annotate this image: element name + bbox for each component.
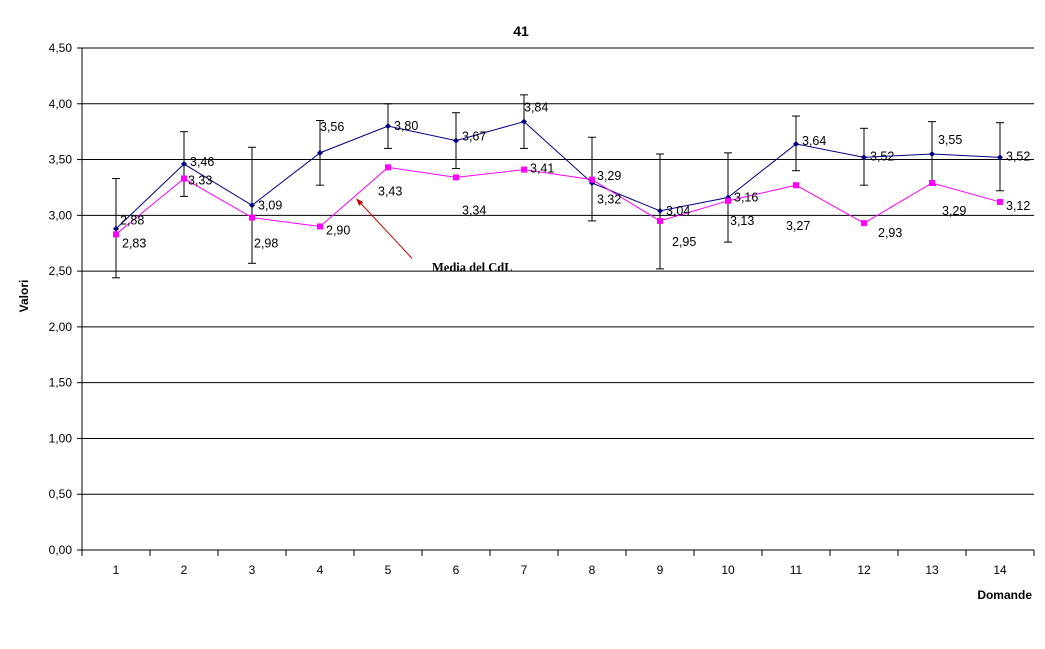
annotation-arrowhead <box>356 198 364 206</box>
series-2-data-label: 3,12 <box>1006 199 1030 213</box>
series-2-point <box>249 214 255 221</box>
series-2-point <box>793 182 799 189</box>
x-tick-label: 12 <box>857 563 871 577</box>
series-2-point <box>589 176 595 183</box>
series-1-data-label: 3,09 <box>258 198 282 212</box>
series-2-data-label: 3,13 <box>730 214 754 228</box>
series-1-point <box>657 207 663 214</box>
annotation-label: Media del CdL <box>432 260 513 274</box>
x-axis-label: Domande <box>977 588 1032 602</box>
series-2-data-label: 2,83 <box>122 236 146 250</box>
series-2-point <box>181 175 187 182</box>
series-1-point <box>317 149 323 156</box>
series-2-data-label: 3,41 <box>530 162 554 176</box>
annotation: Media del CdL <box>356 198 513 274</box>
series-1-point <box>385 123 391 130</box>
series-1-data-label: 3,80 <box>394 119 418 133</box>
series-2-point <box>385 164 391 171</box>
x-tick-label: 1 <box>113 563 120 577</box>
series-1-data-label: 3,55 <box>938 133 962 147</box>
series-markers <box>113 118 1003 238</box>
x-tick-label: 10 <box>721 563 735 577</box>
y-tick-label: 3,00 <box>49 208 73 222</box>
gridlines <box>82 47 1034 495</box>
x-tick-label: 4 <box>317 563 324 577</box>
series-2-point <box>521 166 527 173</box>
y-tick-label: 0,50 <box>49 487 73 501</box>
series-line-2 <box>115 166 1001 235</box>
series-2-point <box>113 231 119 238</box>
y-tick-label: 1,50 <box>49 376 73 390</box>
series-2-data-label: 3,32 <box>597 193 621 207</box>
y-tick-label: 3,50 <box>49 153 73 167</box>
y-tick-label: 4,50 <box>49 41 73 55</box>
series-1-point <box>997 154 1003 161</box>
series-2-data-label: 3,34 <box>462 203 486 217</box>
x-tick-label: 2 <box>181 563 188 577</box>
series-2-data-label: 2,90 <box>326 223 350 237</box>
series-1-data-label: 3,52 <box>1006 149 1030 163</box>
series-2-point <box>657 217 663 224</box>
series-1-point <box>181 161 187 168</box>
series-2-data-label: 2,98 <box>254 237 278 251</box>
series-1-data-label: 3,16 <box>734 190 758 204</box>
series-lines <box>115 121 1001 235</box>
series-1-point <box>113 225 119 232</box>
series-1-point <box>453 137 459 144</box>
series-1-point <box>793 140 799 147</box>
y-tick-label: 4,00 <box>49 97 73 111</box>
axes <box>77 47 1035 556</box>
x-tick-label: 11 <box>790 563 803 577</box>
series-1-data-label: 3,46 <box>190 155 214 169</box>
series-1-data-label: 3,84 <box>524 101 548 115</box>
series-line-1 <box>115 121 1001 230</box>
y-tick-label: 2,50 <box>49 264 73 278</box>
series-2-point <box>317 223 323 230</box>
series-2-data-label: 2,93 <box>878 226 902 240</box>
series-2-data-label: 3,29 <box>942 204 966 218</box>
series-1-point <box>521 118 527 125</box>
x-tick-label: 7 <box>521 563 528 577</box>
series-2-point <box>861 220 867 227</box>
series-2-data-label: 2,95 <box>672 235 696 249</box>
data-labels: 2,88 3,46 3,09 3,56 3,80 3,67 3,84 3,29 3,04 3,16… <box>120 101 1030 251</box>
y-axis-label: Valori <box>17 280 31 313</box>
x-tick-label: 8 <box>589 563 596 577</box>
series-2-point <box>453 174 459 181</box>
series-1-data-label: 3,56 <box>320 120 344 134</box>
series-2-data-label: 3,43 <box>378 184 402 198</box>
series-2-point <box>725 197 731 204</box>
series-1-data-label: 3,29 <box>597 169 621 183</box>
series-1-data-label: 3,52 <box>870 149 894 163</box>
series-1-point <box>249 202 255 209</box>
chart-title: 41 <box>513 23 529 39</box>
series-1-data-label: 3,67 <box>462 130 486 144</box>
x-tick-label: 14 <box>993 563 1007 577</box>
annotation-arrow-line <box>357 200 413 259</box>
series-2-point <box>929 179 935 186</box>
y-tick-label: 0,00 <box>49 543 73 557</box>
x-tick-label: 9 <box>657 563 664 577</box>
x-tick-labels: 1 2 3 4 5 6 7 8 9 10 11 12 13 14 <box>113 563 1007 577</box>
series-2-data-label: 3,33 <box>188 174 212 188</box>
series-1-point <box>929 150 935 157</box>
y-tick-labels: 0,00 0,50 1,00 1,50 2,00 2,50 3,00 3,50 4,00 4,50 <box>49 41 73 557</box>
x-tick-label: 6 <box>453 563 460 577</box>
y-tick-label: 2,00 <box>49 320 73 334</box>
x-tick-label: 13 <box>925 563 939 577</box>
x-tick-label: 5 <box>385 563 392 577</box>
y-tick-label: 1,00 <box>49 431 73 445</box>
series-1-point <box>861 154 867 161</box>
x-tick-label: 3 <box>249 563 256 577</box>
series-1-data-label: 3,64 <box>802 134 826 148</box>
error-bars <box>112 94 1004 279</box>
series-2-data-label: 3,27 <box>786 219 810 233</box>
series-2-point <box>997 198 1003 205</box>
series-1-data-label: 2,88 <box>120 214 144 228</box>
series-1-data-label: 3,04 <box>666 204 690 218</box>
